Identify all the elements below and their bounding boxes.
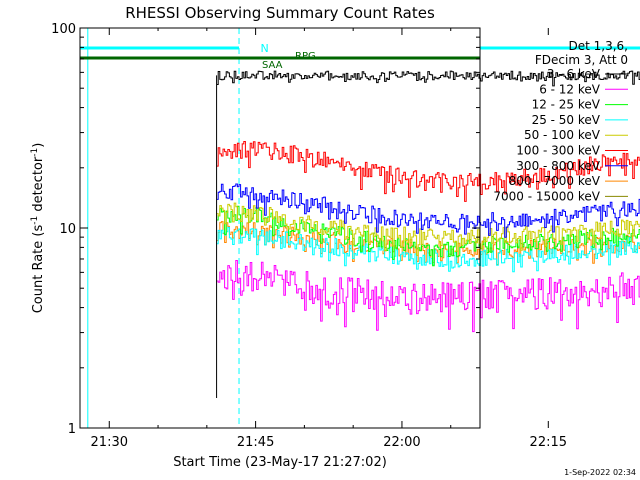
- series-line: [216, 183, 640, 238]
- y-axis-ticks: 1 10 100: [51, 22, 480, 437]
- y-axis-label-mid: detector: [31, 156, 46, 216]
- y-tick-label: 10: [59, 222, 76, 237]
- footer-date: 1-Sep-2022 02:34: [564, 468, 636, 477]
- rpg-flag-label: RPG: [295, 51, 316, 62]
- night-flag-label: N: [260, 42, 268, 55]
- observation-markers: NSRPGSAA: [80, 28, 640, 428]
- legend-entry-label: 7000 - 15000 keV: [493, 189, 600, 203]
- x-tick-label: 22:00: [383, 435, 420, 450]
- series-line: [216, 202, 640, 256]
- y-axis-label-sup1: -1: [30, 216, 40, 225]
- x-tick-label: 22:15: [530, 435, 567, 450]
- legend-header-line-2: FDecim 3, Att 0: [535, 53, 628, 67]
- legend-entry-label: 50 - 100 keV: [524, 128, 601, 142]
- legend-entry-label: 6 - 12 keV: [539, 82, 601, 96]
- legend-entry-label: 3 - 6 keV: [547, 67, 601, 81]
- y-tick-label: 1: [68, 422, 76, 437]
- series-line: [216, 226, 640, 273]
- legend-header-line-1: Det 1,3,6,: [569, 39, 629, 53]
- x-tick-label: 21:45: [237, 435, 274, 450]
- x-tick-label: 21:30: [91, 435, 128, 450]
- legend-entry-label: 25 - 50 keV: [532, 113, 601, 127]
- y-axis-label-main: Count Rate (s: [31, 225, 46, 314]
- legend-entry-label: 12 - 25 keV: [532, 98, 601, 112]
- legend-entry-label: 300 - 800 keV: [516, 159, 600, 173]
- y-axis-label: Count Rate (s-1 detector-1): [30, 143, 46, 314]
- x-axis-label: Start Time (23-May-17 21:27:02): [173, 455, 387, 470]
- saa-flag-label-green: SAA: [262, 60, 283, 71]
- y-axis-label-end: ): [31, 143, 46, 148]
- y-axis-label-sup2: -1: [30, 148, 40, 157]
- y-tick-label: 100: [51, 22, 76, 37]
- chart-title: RHESSI Observing Summary Count Rates: [125, 4, 435, 22]
- legend-entry-label: 100 - 300 keV: [516, 144, 600, 158]
- legend-entry-label: 800 - 7000 keV: [509, 174, 601, 188]
